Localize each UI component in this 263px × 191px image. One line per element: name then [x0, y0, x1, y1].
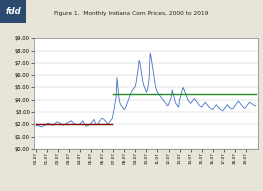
Text: Figure 1.  Monthly Indiana Corn Prices, 2000 to 2019: Figure 1. Monthly Indiana Corn Prices, 2…: [54, 11, 209, 16]
Legend: Corn Price, 2000-2006 Price, 2007-2019 Price: Corn Price, 2000-2006 Price, 2007-2019 P…: [84, 0, 208, 1]
Text: fdd: fdd: [5, 7, 21, 16]
